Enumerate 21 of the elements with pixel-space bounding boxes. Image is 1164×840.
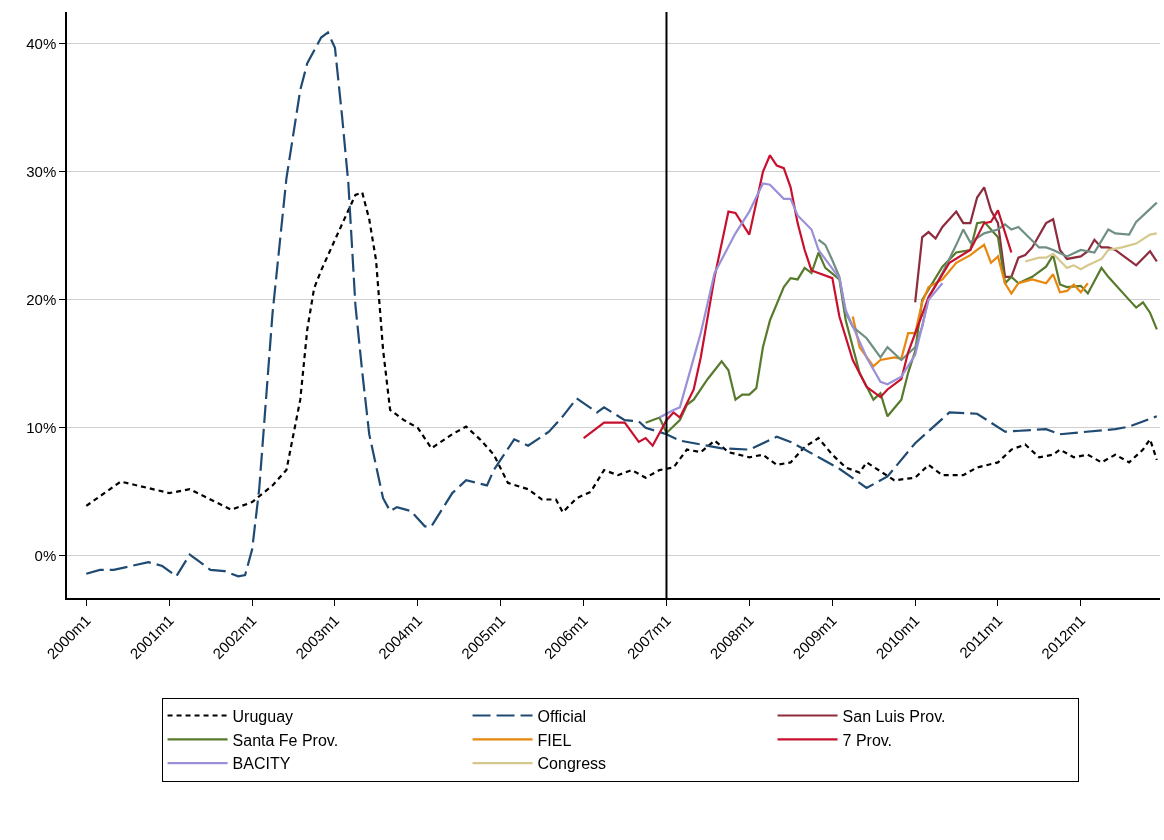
line-series <box>85 31 1158 578</box>
legend-label: Official <box>537 707 587 725</box>
line-series <box>644 220 1158 435</box>
line-series <box>851 243 1089 368</box>
legend-label: San Luis Prov. <box>842 707 946 725</box>
legend-label: 7 Prov. <box>842 731 893 749</box>
legend-label: Congress <box>537 755 607 773</box>
y-tick-label: 10% <box>26 419 57 437</box>
y-tick-label: 30% <box>26 163 57 181</box>
legend-label: FIEL <box>537 731 572 749</box>
legend-label: BACITY <box>232 755 291 773</box>
legend-label: Uruguay <box>232 707 294 725</box>
line-series <box>582 154 1013 447</box>
legend-label: Santa Fe Prov. <box>232 731 339 749</box>
line-series <box>914 186 1158 304</box>
line-series <box>1024 232 1158 271</box>
line-series <box>658 182 944 419</box>
y-tick-label: 40% <box>26 35 57 53</box>
y-tick-label: 20% <box>26 291 57 309</box>
y-tick-label: 0% <box>34 547 57 565</box>
line-series <box>817 201 1158 362</box>
